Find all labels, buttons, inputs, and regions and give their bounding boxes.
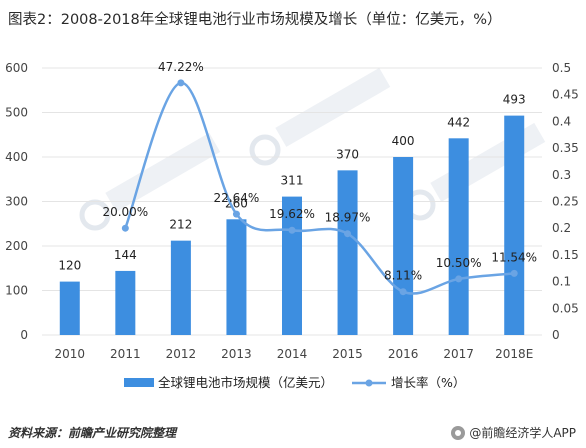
- watermark-band: [105, 132, 221, 212]
- bar: [337, 170, 358, 335]
- bar-series: [59, 115, 525, 336]
- x-tick-label: 2012: [166, 347, 197, 361]
- bar-value-label: 212: [169, 218, 192, 232]
- bar: [393, 157, 414, 335]
- y-tick-label-right: 0: [552, 328, 560, 342]
- growth-point: [344, 230, 352, 238]
- growth-value-label: 8.11%: [384, 269, 422, 283]
- line-series: [121, 79, 518, 296]
- bar-value-label: 120: [58, 259, 81, 273]
- y-tick-label-left: 300: [5, 195, 28, 209]
- growth-point: [399, 288, 407, 296]
- bar-value-label: 311: [281, 174, 304, 188]
- y-tick-label-left: 100: [5, 284, 28, 298]
- bar: [170, 240, 191, 335]
- line-labels: 20.00% 47.22% 22.64% 19.62% 18.97% 8.11% 10.50…: [102, 60, 537, 283]
- bar-value-label: 493: [503, 93, 526, 107]
- growth-value-label: 10.50%: [436, 256, 482, 270]
- y-tick-label-right: 0.05: [552, 301, 579, 315]
- bar: [504, 115, 525, 336]
- y-tick-label-left: 0: [20, 328, 28, 342]
- bar-value-label: 370: [336, 147, 359, 161]
- x-tick-label: 2018E: [495, 347, 533, 361]
- bar: [115, 270, 136, 335]
- x-tick-label: 2010: [55, 347, 86, 361]
- y-axis-left: 0 100 200 300 400 500 600: [5, 61, 28, 342]
- x-tick-label: 2013: [221, 347, 252, 361]
- growth-point: [288, 226, 296, 234]
- y-tick-label-right: 0.45: [552, 88, 579, 102]
- growth-value-label: 47.22%: [158, 60, 204, 74]
- y-tick-label-right: 0.4: [552, 114, 571, 128]
- growth-value-label: 11.54%: [491, 250, 537, 264]
- x-tick-label: 2011: [110, 347, 141, 361]
- legend: 全球锂电池市场规模（亿美元） 增长率（%）: [124, 375, 465, 390]
- y-tick-label-left: 200: [5, 239, 28, 253]
- legend-line-marker: [365, 379, 373, 387]
- x-tick-label: 2014: [277, 347, 308, 361]
- bar: [226, 219, 247, 335]
- legend-bar-label: 全球锂电池市场规模（亿美元）: [158, 375, 333, 390]
- y-tick-label-left: 500: [5, 106, 28, 120]
- watermark-band: [430, 122, 546, 202]
- growth-value-label: 19.62%: [269, 207, 315, 221]
- bar-value-label: 442: [447, 115, 470, 129]
- growth-point: [121, 224, 129, 232]
- growth-point: [455, 275, 463, 283]
- watermark-mark: [249, 134, 281, 166]
- y-axis-right: 0 0.05 0.1 0.15 0.2 0.25 0.3 0.35 0.4 0.45 0.5: [552, 61, 579, 342]
- bar: [59, 281, 80, 335]
- legend-bar-swatch: [124, 378, 154, 387]
- growth-value-label: 18.97%: [325, 211, 371, 225]
- y-tick-label-right: 0.25: [552, 195, 579, 209]
- y-tick-label-right: 0.2: [552, 221, 571, 235]
- y-tick-label-left: 400: [5, 150, 28, 164]
- y-tick-label-left: 600: [5, 61, 28, 75]
- brand-text: @前瞻经济学人APP: [469, 426, 576, 440]
- y-tick-label-right: 0.5: [552, 61, 571, 75]
- growth-point: [177, 79, 185, 87]
- chart-title: 图表2：2008-2018年全球锂电池行业市场规模及增长（单位：亿美元，%）: [8, 12, 502, 28]
- x-tick-label: 2016: [388, 347, 419, 361]
- watermark: [79, 67, 546, 231]
- brand-footer: @前瞻经济学人APP: [451, 424, 576, 441]
- x-axis: 2010 2011 2012 2013 2014 2015 2016 2017 2018E: [55, 347, 534, 361]
- growth-point: [510, 269, 518, 277]
- bar-value-label: 400: [392, 134, 415, 148]
- bar: [448, 138, 469, 335]
- watermark-band: [275, 67, 391, 147]
- bar-value-label: 144: [114, 248, 137, 262]
- source-note: 资料来源：前瞻产业研究院整理: [8, 426, 177, 440]
- brand-logo-icon: [451, 425, 466, 440]
- growth-value-label: 20.00%: [102, 205, 148, 219]
- y-tick-label-right: 0.35: [552, 141, 579, 155]
- y-tick-label-right: 0.1: [552, 275, 571, 289]
- legend-line-label: 增长率（%）: [391, 375, 465, 390]
- growth-value-label: 22.64%: [214, 191, 260, 205]
- y-tick-label-right: 0.3: [552, 168, 571, 182]
- growth-point: [232, 210, 240, 218]
- x-tick-label: 2017: [443, 347, 474, 361]
- x-tick-label: 2015: [332, 347, 363, 361]
- y-tick-label-right: 0.15: [552, 248, 579, 262]
